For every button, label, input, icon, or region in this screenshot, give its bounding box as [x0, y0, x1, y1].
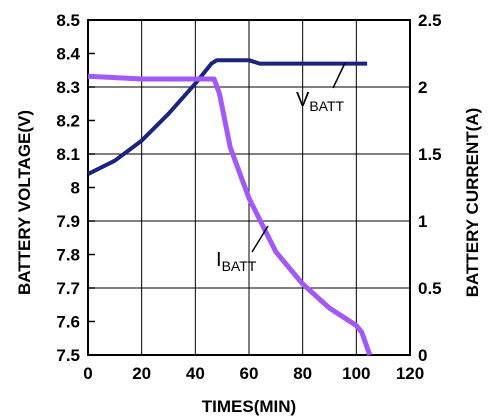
- x-tick-label: 100: [342, 364, 370, 383]
- ibatt-annotation: IBATT: [216, 249, 257, 274]
- vbatt-annotation: VBATT: [296, 89, 345, 114]
- right-y-tick-label: 2.5: [418, 11, 442, 30]
- right-y-tick-label: 2: [418, 78, 427, 97]
- ibatt-annotation-leader: [251, 225, 269, 253]
- series-layer: [87, 58, 373, 356]
- x-tick-label: 40: [186, 364, 205, 383]
- ibatt-annotation-main: I: [216, 249, 222, 271]
- vbatt-annotation-leader: [332, 62, 346, 89]
- left-y-tick-label: 7.6: [56, 313, 80, 332]
- ibatt-series-line: [87, 73, 373, 356]
- left-y-tick-label: 8.2: [56, 112, 80, 131]
- left-y-tick-label: 8.3: [56, 78, 80, 97]
- ticks-layer: 0 20 40 60 80 100 1207.57.67.77.87.988.18.28.3…: [56, 11, 441, 383]
- left-y-axis-label: BATTERY VOLTAGE(V): [15, 110, 34, 295]
- left-y-tick-label: 7.9: [56, 212, 80, 231]
- left-y-tick-label: 8.5: [56, 11, 80, 30]
- x-tick-label: 80: [293, 364, 312, 383]
- right-y-tick-label: 0: [418, 346, 427, 365]
- vbatt-annotation-sub: BATT: [309, 98, 344, 114]
- left-y-tick-label: 8.1: [56, 145, 80, 164]
- left-y-tick-label: 7.7: [56, 279, 80, 298]
- vbatt-annotation-main: V: [296, 89, 310, 111]
- right-y-tick-label: 1.5: [418, 145, 442, 164]
- left-y-tick-label: 8.4: [56, 45, 80, 64]
- x-tick-label: 0: [83, 364, 92, 383]
- ibatt-annotation-sub: BATT: [222, 258, 257, 274]
- left-y-tick-label: 7.8: [56, 246, 80, 265]
- x-tick-label: 120: [396, 364, 424, 383]
- x-axis-label: TIMES(MIN): [202, 397, 296, 416]
- right-y-tick-label: 0.5: [418, 279, 442, 298]
- left-y-tick-label: 7.5: [56, 346, 80, 365]
- left-y-tick-label: 8: [71, 179, 80, 198]
- vbatt-series-line: [87, 58, 368, 176]
- right-y-axis-label: BATTERY CURRENT(A): [463, 108, 482, 298]
- right-y-tick-label: 1: [418, 212, 427, 231]
- grid: [87, 19, 411, 356]
- x-tick-label: 60: [240, 364, 259, 383]
- x-tick-label: 20: [132, 364, 151, 383]
